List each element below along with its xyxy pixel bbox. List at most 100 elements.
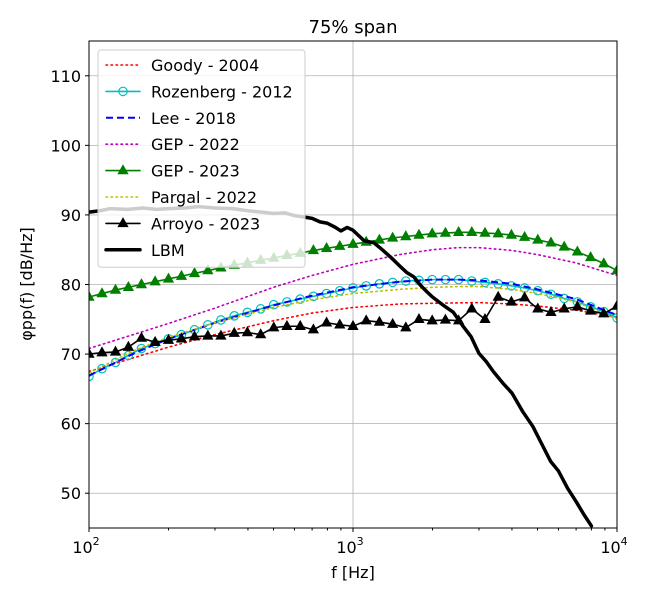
data-point-gep-2023 <box>532 233 544 244</box>
data-point-gep-2023 <box>518 230 531 241</box>
data-point-gep-2023 <box>413 228 425 239</box>
y-tick-label: 100 <box>50 136 81 155</box>
x-axis: 102 103 104 <box>72 528 628 557</box>
x-tick-base: 10 <box>336 538 356 557</box>
data-point-arroyo-2023 <box>532 302 544 313</box>
data-point-gep-2023 <box>611 264 617 275</box>
y-axis-label: φpp(f) [dB/Hz] <box>17 227 36 341</box>
data-point-rozenberg-2012 <box>546 289 556 300</box>
series-line-gep-2022 <box>89 246 617 350</box>
legend-item-gep-2023: GEP - 2023 <box>105 162 240 181</box>
data-point-gep-2023 <box>89 290 95 301</box>
data-point-arroyo-2023 <box>241 326 254 337</box>
data-point-arroyo-2023 <box>558 302 570 313</box>
series-lee-2018 <box>89 278 617 377</box>
data-point-arroyo-2023 <box>439 313 452 324</box>
data-point-gep-2023 <box>202 264 214 275</box>
data-point-gep-2023 <box>175 269 188 280</box>
legend: Goody - 2004 Rozenberg - 2012 Lee - 2018 GE… <box>97 49 306 268</box>
legend-label: LBM <box>151 241 185 260</box>
data-point-gep-2023 <box>122 280 135 291</box>
data-point-gep-2023 <box>426 227 438 238</box>
data-point-gep-2023 <box>598 257 610 268</box>
data-point-gep-2023 <box>162 272 175 283</box>
data-point-arroyo-2023 <box>215 329 227 340</box>
series-layer <box>89 204 617 528</box>
legend-item-arroyo-2023: Arroyo - 2023 <box>105 214 260 233</box>
data-point-gep-2023 <box>334 239 346 250</box>
data-point-arroyo-2023 <box>413 312 425 323</box>
data-point-gep-2023 <box>149 275 161 286</box>
legend-label: Rozenberg - 2012 <box>151 82 293 101</box>
data-point-arroyo-2023 <box>135 331 148 342</box>
data-point-gep-2023 <box>439 226 452 237</box>
data-point-gep-2023 <box>479 226 491 237</box>
y-tick-label: 90 <box>61 206 81 225</box>
data-point-gep-2023 <box>373 233 386 244</box>
y-tick-label: 70 <box>61 345 81 364</box>
legend-box <box>97 49 306 268</box>
y-axis-title: φpp(f) [dB/Hz] <box>17 227 36 341</box>
data-point-gep-2023 <box>320 242 333 253</box>
data-point-arroyo-2023 <box>479 312 491 323</box>
legend-marker <box>117 217 129 228</box>
data-point-arroyo-2023 <box>188 330 201 341</box>
x-axis-title: f [Hz] <box>331 563 375 582</box>
legend-item-lbm: LBM <box>104 241 185 260</box>
series-gep-2022 <box>89 246 617 350</box>
data-point-arroyo-2023 <box>598 307 610 318</box>
legend-item-rozenberg-2012: Rozenberg - 2012 <box>105 82 293 101</box>
data-point-arroyo-2023 <box>426 314 438 325</box>
svg-text:φpp(f) [dB/Hz]: φpp(f) [dB/Hz] <box>17 227 36 341</box>
data-point-arroyo-2023 <box>149 335 161 346</box>
data-point-arroyo-2023 <box>466 302 478 313</box>
x-tick-label: 104 <box>600 535 627 557</box>
legend-label: Pargal - 2022 <box>151 188 257 207</box>
data-point-arroyo-2023 <box>228 326 240 337</box>
data-point-gep-2023 <box>96 287 108 298</box>
y-tick-label: 110 <box>50 67 81 86</box>
data-point-arroyo-2023 <box>307 323 320 334</box>
data-point-arroyo-2023 <box>202 329 214 340</box>
data-point-arroyo-2023 <box>492 290 504 301</box>
data-point-arroyo-2023 <box>584 304 597 315</box>
legend-label: Goody - 2004 <box>151 56 259 75</box>
data-point-arroyo-2023 <box>268 321 280 332</box>
x-tick-label: 103 <box>336 535 363 557</box>
chart-title: 75% span <box>309 17 398 38</box>
data-point-gep-2023 <box>400 230 412 241</box>
y-tick-label: 60 <box>61 415 81 434</box>
data-point-arroyo-2023 <box>122 340 135 351</box>
data-point-arroyo-2023 <box>294 319 306 330</box>
data-point-rozenberg-2012 <box>493 279 503 289</box>
data-point-rozenberg-2012 <box>480 277 490 288</box>
data-point-gep-2023 <box>466 226 478 237</box>
legend-label: Arroyo - 2023 <box>151 214 260 233</box>
legend-label: GEP - 2022 <box>151 135 240 154</box>
data-point-rozenberg-2012 <box>203 320 213 330</box>
x-axis-label: f [Hz] <box>331 563 375 582</box>
data-point-gep-2023 <box>571 245 584 256</box>
data-point-arroyo-2023 <box>505 295 518 306</box>
data-point-gep-2023 <box>492 227 504 238</box>
legend-marker <box>117 164 129 175</box>
data-point-rozenberg-2012 <box>242 307 253 318</box>
data-point-arroyo-2023 <box>320 316 333 327</box>
data-point-arroyo-2023 <box>571 300 584 311</box>
data-point-arroyo-2023 <box>611 299 617 310</box>
legend-item-pargal-2022: Pargal - 2022 <box>105 188 257 207</box>
legend-item-lee-2018: Lee - 2018 <box>106 109 236 128</box>
data-point-rozenberg-2012 <box>533 285 543 296</box>
data-point-arroyo-2023 <box>109 345 122 356</box>
data-point-arroyo-2023 <box>518 291 531 302</box>
x-tick-base: 10 <box>600 538 620 557</box>
x-tick-exponent: 2 <box>93 535 100 548</box>
data-point-gep-2023 <box>452 226 465 237</box>
legend-marker <box>118 86 128 97</box>
data-point-gep-2023 <box>188 267 201 278</box>
series-line-lee-2018 <box>89 278 617 377</box>
data-point-gep-2023 <box>135 278 148 289</box>
legend-item-goody-2004: Goody - 2004 <box>105 56 259 75</box>
data-point-arroyo-2023 <box>400 321 412 332</box>
